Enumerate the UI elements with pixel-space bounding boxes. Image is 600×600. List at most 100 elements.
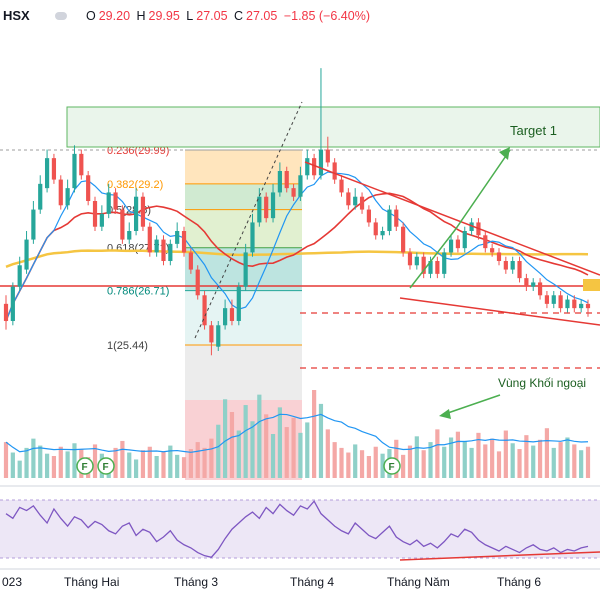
- candle: [517, 261, 522, 279]
- candle: [140, 196, 146, 227]
- candle: [72, 153, 77, 189]
- volume-bar: [229, 412, 235, 478]
- x-tick-label: Tháng Hai: [64, 575, 120, 589]
- fib-level-label: 0.382(29.2): [107, 179, 163, 191]
- volume-bar: [503, 430, 508, 478]
- volume-bar: [161, 451, 166, 478]
- candle: [277, 171, 282, 193]
- candle: [421, 256, 426, 274]
- volume-bar: [462, 440, 467, 478]
- candle: [106, 192, 111, 214]
- zone-arrow: [441, 394, 501, 416]
- change-value: −1.85 (−6.40%): [283, 9, 370, 23]
- volume-bar: [195, 442, 200, 478]
- x-tick-label: Tháng 6: [497, 575, 542, 589]
- zone-label: Vùng Khối ngoại: [498, 376, 586, 390]
- low-label: L: [186, 9, 194, 23]
- volume-bar: [483, 444, 488, 478]
- volume-bar: [318, 403, 324, 478]
- volume-bar: [38, 445, 43, 478]
- candle: [86, 175, 91, 201]
- volume-bar: [168, 445, 173, 478]
- trend-line: [399, 297, 600, 326]
- volume-bar: [236, 430, 241, 478]
- volume-bar: [339, 447, 344, 478]
- volume-bar: [44, 453, 50, 478]
- volume-bar: [414, 436, 419, 478]
- trend-line: [304, 161, 600, 276]
- candle: [359, 196, 365, 210]
- fib-zone: [185, 183, 302, 210]
- candle: [270, 192, 276, 219]
- candle: [264, 196, 269, 219]
- volume-bar: [133, 459, 139, 478]
- volume-bar: [496, 451, 502, 478]
- target-arrow: [409, 149, 511, 289]
- volume-bar: [113, 447, 118, 478]
- volume-bar: [537, 439, 543, 478]
- target-zone: [66, 106, 600, 148]
- candle: [483, 235, 488, 249]
- candle: [524, 278, 529, 287]
- volume-bar: [585, 446, 591, 478]
- candle: [3, 303, 9, 321]
- candle: [339, 179, 344, 193]
- price-chart[interactable]: 0.236(29.99)0.382(29.2)0.5(28.6)0.618(27…: [0, 0, 600, 570]
- volume-bar: [277, 407, 282, 478]
- candle: [579, 303, 584, 309]
- volume-bar: [524, 435, 529, 478]
- candle: [257, 196, 262, 223]
- candle: [38, 183, 43, 210]
- volume-bar: [291, 417, 296, 478]
- x-tick-label: 023: [2, 575, 23, 589]
- candle: [284, 171, 289, 189]
- candle: [168, 243, 173, 261]
- volume-bar: [325, 429, 330, 478]
- volume-bar: [154, 456, 159, 478]
- candle: [428, 261, 433, 274]
- candle: [572, 299, 577, 309]
- candle: [353, 196, 358, 206]
- volume-bar: [284, 427, 289, 478]
- volume-bar: [120, 440, 125, 478]
- volume-bar: [544, 428, 550, 478]
- candle: [188, 252, 193, 270]
- candle: [99, 213, 104, 227]
- candle: [51, 158, 57, 180]
- volume-bar: [65, 451, 70, 478]
- volume-bar: [223, 399, 228, 478]
- candle: [531, 282, 536, 287]
- volume-bar: [401, 454, 406, 478]
- close-value: 27.05: [246, 9, 278, 23]
- candle: [202, 295, 207, 326]
- candle: [442, 252, 447, 274]
- volume-bar: [353, 444, 358, 478]
- candle: [551, 295, 556, 304]
- candle: [366, 209, 371, 223]
- open-label: O: [86, 9, 96, 23]
- rsi-band: [0, 500, 600, 558]
- volume-bar: [58, 446, 63, 478]
- candle: [387, 209, 392, 231]
- volume-bar: [359, 450, 365, 478]
- f-marker-label: F: [103, 462, 109, 473]
- candle: [24, 239, 29, 270]
- target-label: Target 1: [510, 123, 557, 138]
- chart-header: HSX O 29.20 H 29.95 L 27.05 C 27.05 −1.85 (−…: [0, 0, 600, 30]
- candle: [195, 269, 200, 296]
- candle: [469, 222, 474, 231]
- volume-bar: [332, 442, 337, 478]
- fib-zone: [185, 345, 302, 400]
- volume-bar: [17, 460, 22, 478]
- f-marker-icon: [97, 457, 115, 475]
- volume-bar: [407, 445, 413, 478]
- f-marker-label: F: [82, 462, 88, 473]
- trend-line: [194, 101, 303, 339]
- candle: [298, 175, 303, 197]
- x-axis: 023 Tháng Hai Tháng 3 Tháng 4 Tháng Năm …: [0, 570, 600, 600]
- ma-blue-line: [5, 171, 589, 322]
- volume-bar: [127, 452, 132, 478]
- candle: [216, 325, 221, 347]
- volume-bar: [517, 449, 522, 478]
